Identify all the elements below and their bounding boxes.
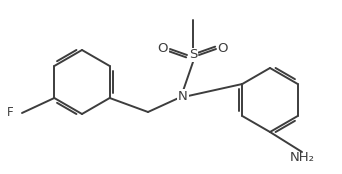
Text: O: O [158, 42, 168, 56]
Text: NH₂: NH₂ [289, 151, 315, 164]
Text: N: N [178, 89, 188, 102]
Text: O: O [218, 42, 228, 56]
Text: S: S [189, 49, 197, 61]
Text: F: F [8, 106, 14, 120]
